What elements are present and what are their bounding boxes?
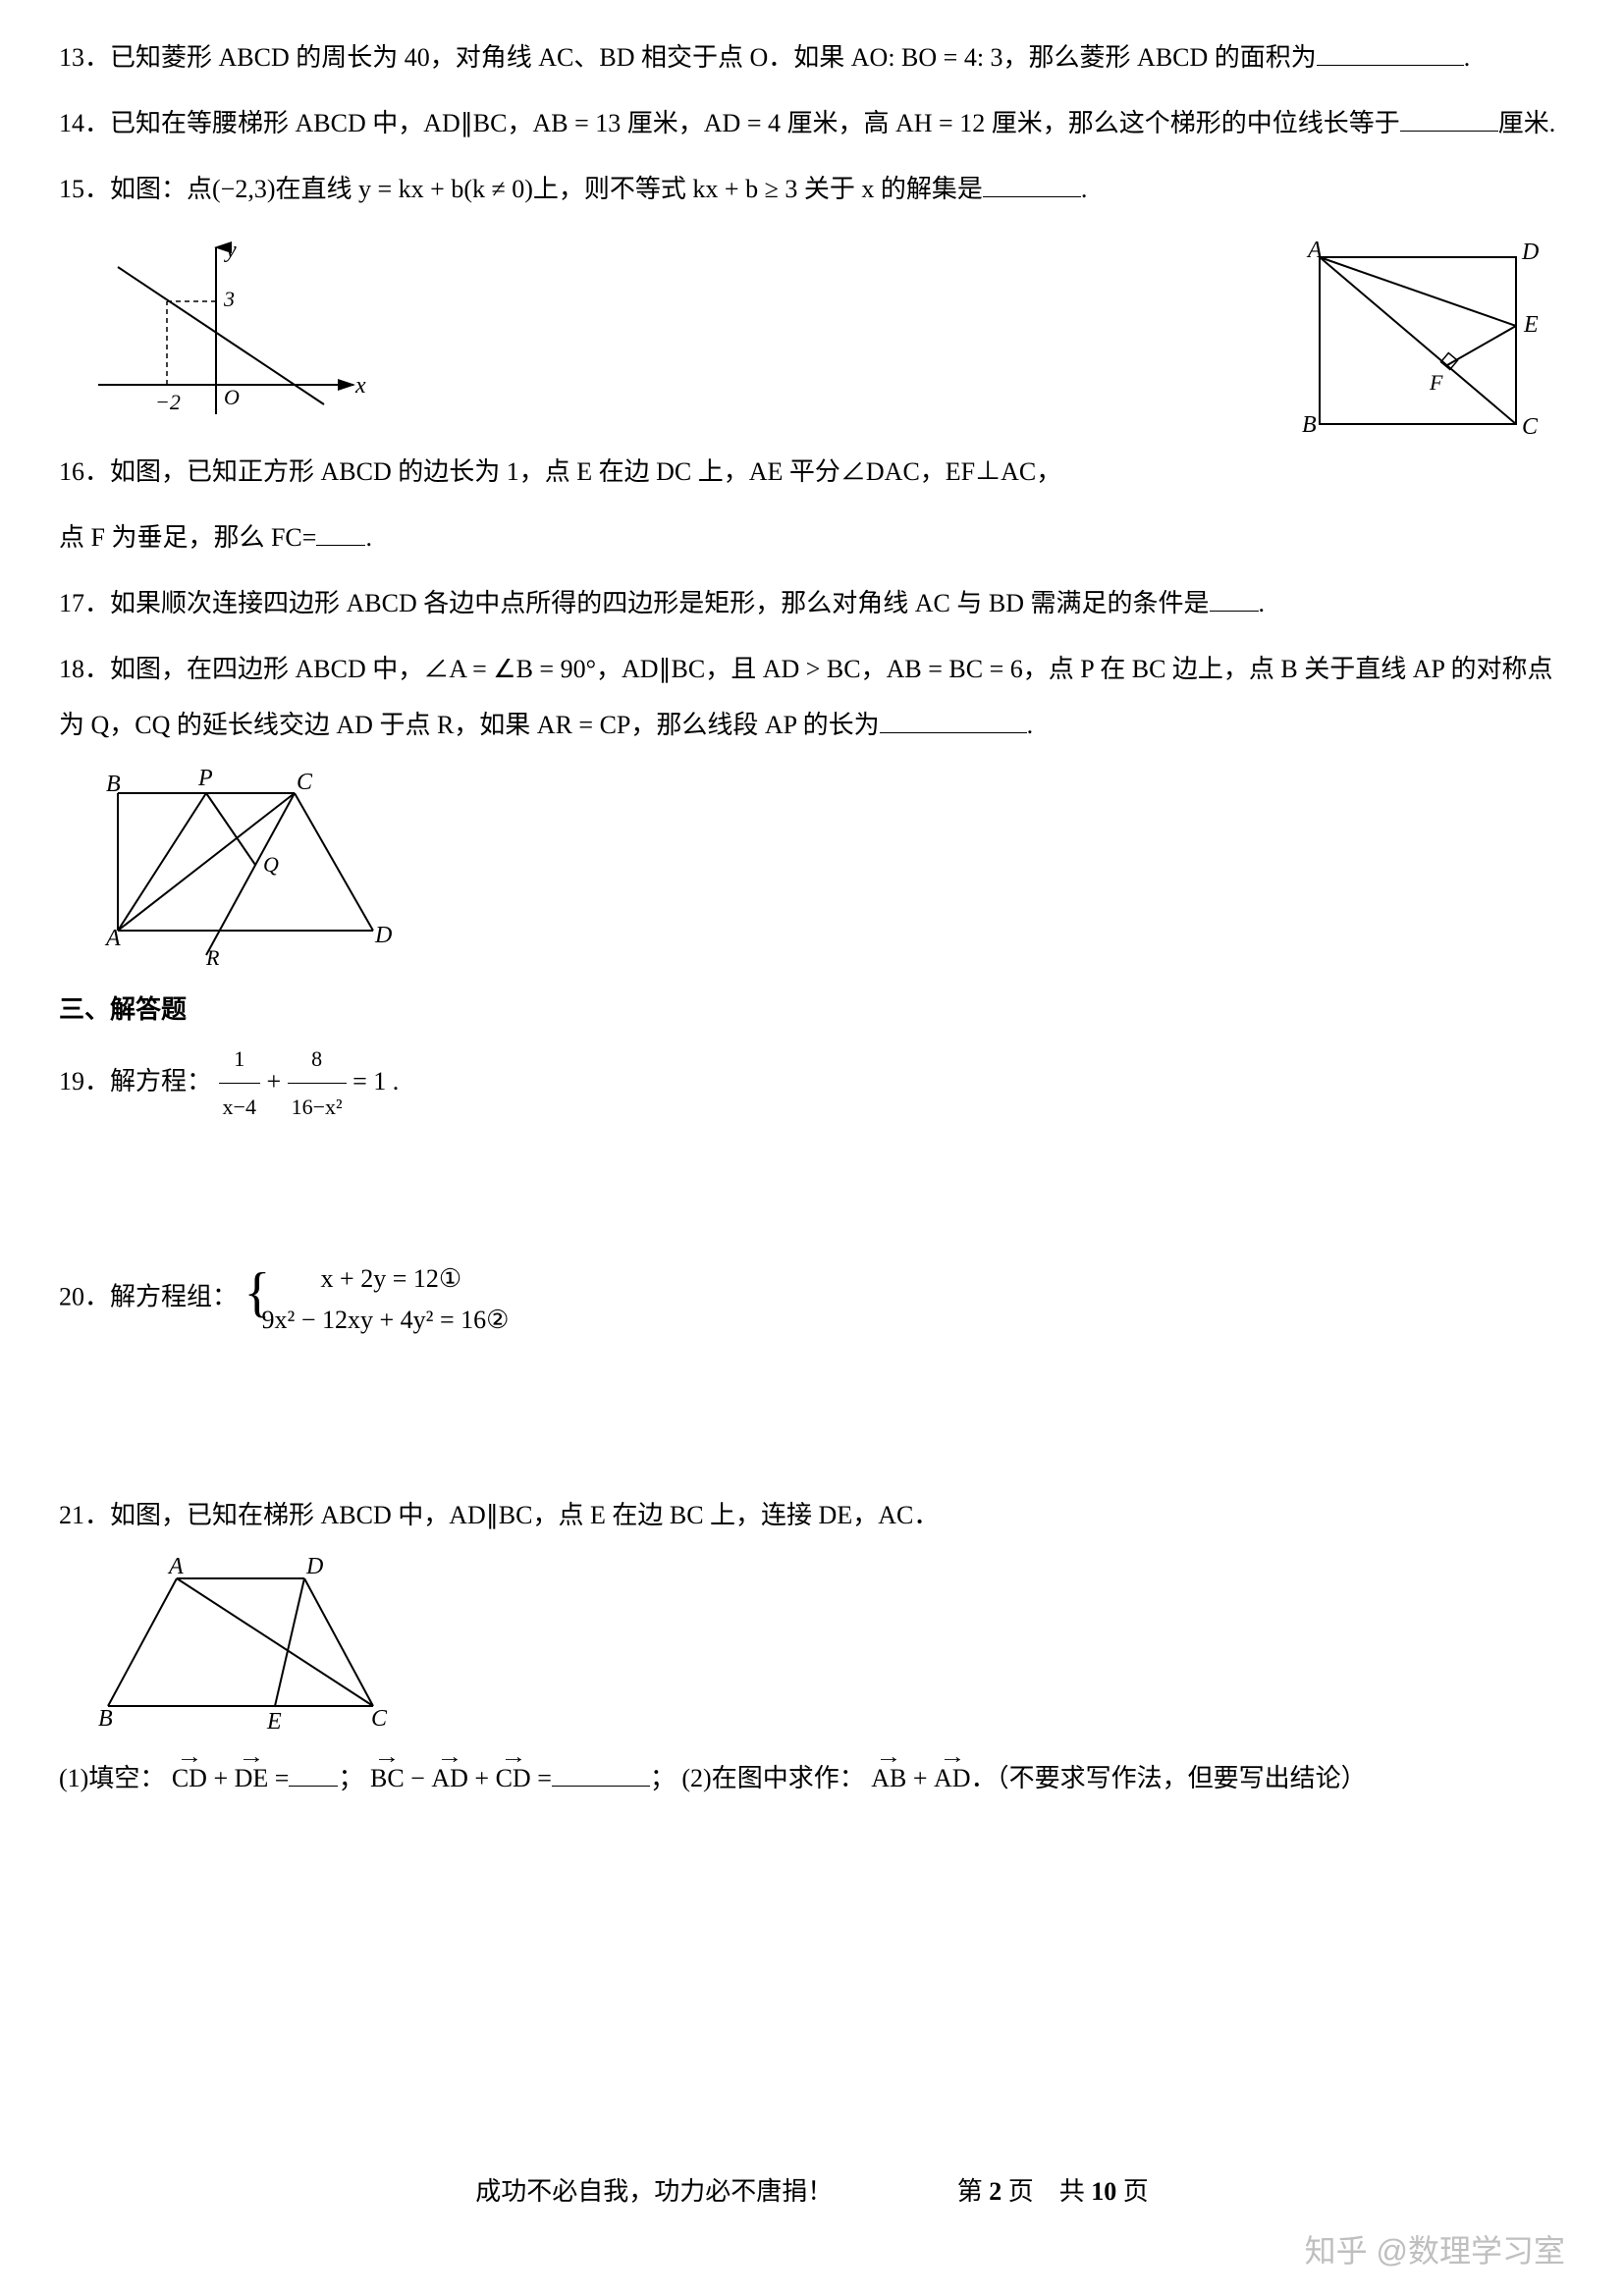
vec-de: DE xyxy=(235,1750,269,1806)
question-13: 13．已知菱形 ABCD 的周长为 40，对角线 AC、BD 相交于点 O．如果… xyxy=(59,29,1565,85)
figure-18: B P C A D Q R xyxy=(79,764,1565,975)
q21-blank2 xyxy=(552,1760,650,1787)
question-16b: 点 F 为垂足，那么 FC=. xyxy=(59,509,1565,565)
svg-text:Q: Q xyxy=(263,852,279,877)
q20-eq2: 9x² − 12xy + 4y² = 16② xyxy=(262,1300,510,1341)
page: 13．已知菱形 ABCD 的周长为 40，对角线 AC、BD 相交于点 O．如果… xyxy=(0,0,1624,2296)
svg-text:B: B xyxy=(98,1706,113,1731)
q15-text-a: 如图：点(−2,3)在直线 y = kx + b(k ≠ 0)上，则不等式 kx… xyxy=(110,175,983,203)
svg-text:O: O xyxy=(224,385,240,409)
question-21: 21．如图，已知在梯形 ABCD 中，AD∥BC，点 E 在边 BC 上，连接 … xyxy=(59,1487,1565,1543)
svg-text:C: C xyxy=(297,770,313,795)
question-19: 19．解方程： 1x−4 + 816−x² = 1 . xyxy=(59,1036,1565,1132)
q15-text-b: . xyxy=(1081,175,1088,203)
svg-text:D: D xyxy=(305,1554,323,1579)
q20-text-a: 解方程组： xyxy=(110,1283,238,1311)
svg-text:A: A xyxy=(1306,238,1323,263)
footer-cb: 页 共 xyxy=(1001,2177,1091,2206)
svg-text:B: B xyxy=(1302,412,1317,438)
q20-system: x + 2y = 12① 9x² − 12xy + 4y² = 16② xyxy=(244,1258,510,1340)
watermark: 知乎 @数理学习室 xyxy=(1305,2226,1565,2271)
svg-text:A: A xyxy=(167,1554,184,1579)
page-footer: 成功不必自我，功力必不唐捐！ 第 2 页 共 10 页 xyxy=(0,2171,1624,2208)
question-18: 18．如图，在四边形 ABCD 中，∠A = ∠B = 90°，AD∥BC，且 … xyxy=(59,641,1565,753)
vec-cd: CD xyxy=(172,1750,207,1806)
section-3-title: 三、解答题 xyxy=(59,989,1565,1026)
q18-num: 18． xyxy=(59,655,110,683)
q19-plus: + xyxy=(266,1066,281,1095)
svg-text:E: E xyxy=(1523,312,1539,338)
q20-eq1: x + 2y = 12① xyxy=(262,1258,510,1300)
question-15: 15．如图：点(−2,3)在直线 y = kx + b(k ≠ 0)上，则不等式… xyxy=(59,161,1565,217)
q16-text-b: 点 F 为垂足，那么 FC= xyxy=(59,523,316,552)
q16-num: 16． xyxy=(59,457,110,486)
q16-blank xyxy=(316,519,365,546)
q19-num: 19． xyxy=(59,1066,110,1095)
vec-cd2: CD xyxy=(496,1750,531,1806)
svg-text:y: y xyxy=(224,238,237,263)
q18-text-a: 如图，在四边形 ABCD 中，∠A = ∠B = 90°，AD∥BC，且 AD … xyxy=(59,655,1553,739)
q13-num: 13． xyxy=(59,43,110,72)
question-17: 17．如果顺次连接四边形 ABCD 各边中点所得的四边形是矩形，那么对角线 AC… xyxy=(59,575,1565,631)
q20-num: 20． xyxy=(59,1283,110,1311)
question-20: 20．解方程组： x + 2y = 12① 9x² − 12xy + 4y² =… xyxy=(59,1258,1565,1340)
question-14: 14．已知在等腰梯形 ABCD 中，AD∥BC，AB = 13 厘米，AD = … xyxy=(59,95,1565,151)
footer-page: 2 xyxy=(989,2177,1001,2206)
q14-text-b: 厘米. xyxy=(1498,109,1556,137)
q21-blank1 xyxy=(289,1760,338,1787)
q17-text-b: . xyxy=(1259,589,1266,617)
q13-text-a: 已知菱形 ABCD 的周长为 40，对角线 AC、BD 相交于点 O．如果 AO… xyxy=(110,43,1317,72)
vec-ad: AD xyxy=(431,1750,468,1806)
q21-part2-b: ．（不要求写作法，但要写出结论） xyxy=(971,1764,1367,1792)
q15-blank xyxy=(983,171,1081,197)
svg-text:B: B xyxy=(106,772,121,797)
svg-text:F: F xyxy=(1429,370,1443,395)
vec-bc: BC xyxy=(370,1750,405,1806)
q21-part1-a: (1)填空： xyxy=(59,1764,165,1792)
q13-blank xyxy=(1317,39,1464,66)
q17-num: 17． xyxy=(59,589,110,617)
q19-eq: = 1 . xyxy=(352,1066,399,1095)
svg-text:C: C xyxy=(371,1706,388,1731)
svg-text:P: P xyxy=(197,766,213,791)
figure-16: A B C D E F xyxy=(1290,238,1565,458)
q16-text-c: . xyxy=(365,523,372,552)
q14-text-a: 已知在等腰梯形 ABCD 中，AD∥BC，AB = 13 厘米，AD = 4 厘… xyxy=(110,109,1400,137)
vec-ad2: AD xyxy=(934,1750,971,1806)
q21-num: 21． xyxy=(59,1501,110,1529)
q16-text-a: 如图，已知正方形 ABCD 的边长为 1，点 E 在边 DC 上，AE 平分∠D… xyxy=(110,457,1061,486)
svg-text:E: E xyxy=(266,1709,282,1731)
q18-blank xyxy=(880,707,1027,733)
q19-text-a: 解方程： xyxy=(110,1066,212,1095)
footer-ca: 第 xyxy=(957,2177,990,2206)
q19-frac2: 816−x² xyxy=(288,1036,347,1132)
question-21-parts: (1)填空： CD + DE =； BC − AD + CD =； (2)在图中… xyxy=(59,1750,1565,1806)
q14-num: 14． xyxy=(59,109,110,137)
q17-blank xyxy=(1210,585,1259,612)
svg-text:C: C xyxy=(1522,414,1539,440)
vec-ab: AB xyxy=(871,1750,906,1806)
footer-total: 10 xyxy=(1091,2177,1116,2206)
svg-text:D: D xyxy=(1521,240,1539,265)
figure-21: A D B E C xyxy=(79,1554,1565,1735)
figure-row-15-16: x y O −2 3 16．如图，已知正方形 ABCD 的边长为 1，点 E 在… xyxy=(59,228,1565,509)
q14-blank xyxy=(1400,105,1498,132)
svg-text:R: R xyxy=(205,945,220,970)
svg-text:−2: −2 xyxy=(155,390,181,414)
q17-text-a: 如果顺次连接四边形 ABCD 各边中点所得的四边形是矩形，那么对角线 AC 与 … xyxy=(110,589,1209,617)
question-16: 16．如图，已知正方形 ABCD 的边长为 1，点 E 在边 DC 上，AE 平… xyxy=(59,444,1231,500)
q21-part2-a: (2)在图中求作： xyxy=(681,1764,864,1792)
q15-num: 15． xyxy=(59,175,110,203)
svg-text:3: 3 xyxy=(223,287,235,311)
q18-text-b: . xyxy=(1027,711,1034,739)
svg-text:x: x xyxy=(354,373,366,399)
footer-cc: 页 xyxy=(1116,2177,1149,2206)
q19-frac1: 1x−4 xyxy=(219,1036,260,1132)
footer-left: 成功不必自我，功力必不唐捐！ xyxy=(475,2171,833,2208)
q21-text-a: 如图，已知在梯形 ABCD 中，AD∥BC，点 E 在边 BC 上，连接 DE，… xyxy=(110,1501,939,1529)
svg-text:A: A xyxy=(104,926,121,951)
svg-text:D: D xyxy=(374,923,392,948)
figure-15: x y O −2 3 xyxy=(79,238,1231,429)
q13-text-b: . xyxy=(1464,43,1471,72)
